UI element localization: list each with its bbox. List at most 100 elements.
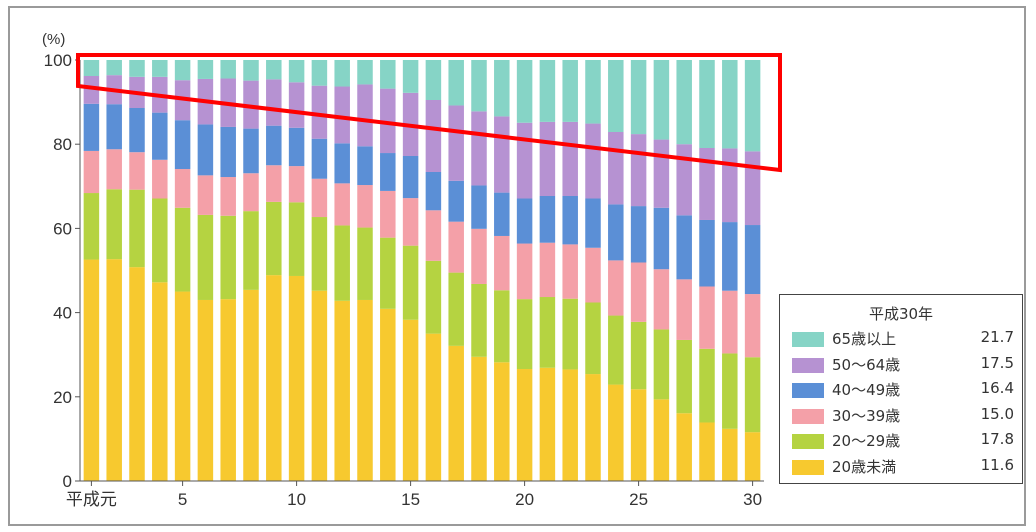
bar-segment bbox=[585, 374, 601, 481]
bar-segment bbox=[220, 126, 236, 178]
bar-segment bbox=[288, 275, 305, 481]
bar-segment bbox=[585, 123, 601, 199]
y-tick-label: 0 bbox=[63, 472, 72, 491]
bar-segment bbox=[243, 80, 259, 129]
bar-segment bbox=[494, 116, 510, 193]
bar-segment bbox=[83, 193, 100, 260]
bar-segment bbox=[630, 262, 647, 322]
bar-segment bbox=[653, 207, 670, 270]
bar-segment bbox=[425, 100, 442, 172]
bar-segment bbox=[516, 60, 533, 123]
bar-segment bbox=[402, 245, 419, 320]
bar-segment bbox=[722, 428, 738, 481]
bar-segment bbox=[106, 149, 122, 190]
bar-segment bbox=[425, 333, 442, 481]
bar-segment bbox=[471, 111, 487, 186]
bar-segment bbox=[699, 286, 715, 349]
bar-segment bbox=[197, 60, 214, 79]
bar-segment bbox=[243, 289, 259, 481]
bar-segment bbox=[334, 183, 350, 226]
bar-segment bbox=[630, 60, 647, 135]
y-tick-label: 40 bbox=[53, 304, 72, 323]
bar-segment bbox=[676, 60, 692, 145]
bar-segment bbox=[539, 367, 556, 481]
bar-segment bbox=[288, 60, 305, 83]
legend-value: 17.8 bbox=[980, 430, 1014, 448]
bar-segment bbox=[676, 413, 692, 481]
bar-segment bbox=[288, 166, 305, 203]
bar-segment bbox=[266, 201, 282, 276]
bar-segment bbox=[608, 315, 624, 385]
legend-item: 50〜64歳 17.5 bbox=[792, 353, 1014, 377]
bar-segment bbox=[653, 139, 670, 208]
bar-segment bbox=[266, 165, 282, 202]
legend-value: 16.4 bbox=[980, 379, 1014, 397]
bar-segment bbox=[311, 178, 328, 218]
legend-swatch bbox=[792, 408, 824, 424]
bar-segment bbox=[311, 85, 328, 139]
legend-value: 17.5 bbox=[980, 353, 1014, 372]
legend-swatch bbox=[792, 383, 824, 398]
bar-segment bbox=[174, 169, 191, 208]
bar-segment bbox=[653, 329, 670, 400]
bar-segment bbox=[266, 275, 282, 481]
bar-segment bbox=[174, 60, 191, 81]
legend-label: 20〜29歳 bbox=[832, 432, 901, 450]
bar-segment bbox=[402, 155, 419, 199]
bar-segment bbox=[357, 60, 373, 85]
bar-segment bbox=[562, 369, 578, 481]
legend-item: 30〜39歳 15.0 bbox=[792, 404, 1014, 428]
bar-segment bbox=[516, 243, 533, 300]
bar-segment bbox=[197, 299, 214, 481]
legend-item: 20〜29歳 17.8 bbox=[792, 429, 1014, 453]
legend-label: 30〜39歳 bbox=[832, 406, 901, 425]
legend-label: 20歳未満 bbox=[832, 457, 897, 476]
bar-segment bbox=[83, 259, 100, 481]
bar-segment bbox=[744, 225, 761, 295]
bar-segment bbox=[334, 300, 350, 481]
bar-segment bbox=[174, 207, 191, 292]
bar-segment bbox=[152, 112, 168, 160]
highlight-outline bbox=[76, 53, 782, 173]
legend: 平成30年 65歳以上 21.7 50〜64歳 17.5 40〜49歳 16.4 30〜39… bbox=[779, 294, 1023, 484]
bar-segment bbox=[448, 272, 464, 346]
legend-swatch bbox=[792, 434, 824, 449]
x-tick-label: 20 bbox=[515, 490, 534, 509]
bar-segment bbox=[288, 127, 305, 167]
bar-segment bbox=[539, 121, 556, 196]
bar-segment bbox=[608, 204, 624, 261]
bar-segment bbox=[425, 171, 442, 211]
bar-segment bbox=[334, 143, 350, 184]
bar-segment bbox=[448, 105, 464, 181]
bar-segment bbox=[539, 195, 556, 243]
x-tick-label: 15 bbox=[401, 490, 420, 509]
bar-segment bbox=[83, 103, 100, 151]
bar-segment bbox=[174, 291, 191, 481]
bar-segment bbox=[744, 357, 761, 433]
bar-segment bbox=[380, 60, 396, 89]
legend-swatch bbox=[792, 459, 824, 475]
bar-segment bbox=[152, 282, 168, 481]
bar-segment bbox=[197, 214, 214, 300]
bar-segment bbox=[471, 356, 487, 481]
bar-segment bbox=[494, 235, 510, 291]
bar-segment bbox=[630, 389, 647, 481]
bar-segment bbox=[676, 144, 692, 216]
bar-segment bbox=[630, 134, 647, 207]
bar-segment bbox=[152, 60, 168, 77]
bar-segment bbox=[562, 121, 578, 196]
bar-segment bbox=[699, 147, 715, 220]
y-tick-label: 60 bbox=[53, 219, 72, 238]
bar-segment bbox=[562, 195, 578, 245]
bar-segment bbox=[699, 422, 715, 481]
bar-segment bbox=[516, 198, 533, 244]
bar-segment bbox=[722, 60, 738, 149]
bar-segment bbox=[722, 353, 738, 429]
bar-segment bbox=[129, 152, 145, 190]
bar-segment bbox=[425, 60, 442, 100]
bar-segment bbox=[494, 192, 510, 236]
legend-swatch bbox=[792, 357, 824, 373]
bar-segment bbox=[425, 210, 442, 261]
bar-segment bbox=[266, 79, 282, 126]
